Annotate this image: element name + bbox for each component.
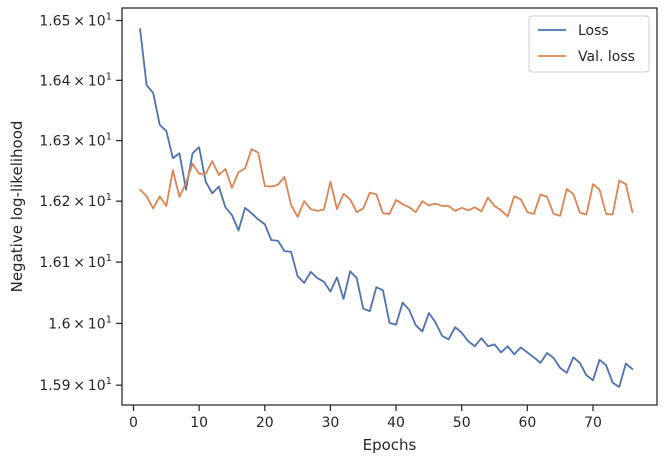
y-tick-label: 1.61 × 101 — [39, 253, 112, 271]
y-tick-label: 1.64 × 101 — [39, 71, 112, 89]
x-tick-label: 30 — [322, 415, 340, 431]
x-tick-label: 60 — [518, 415, 536, 431]
x-axis-ticks: 0 10 20 30 40 50 60 70 — [129, 405, 602, 431]
legend: Loss Val. loss — [528, 15, 650, 73]
plot-lines — [139, 27, 634, 388]
series-line-val-loss — [139, 148, 634, 218]
x-tick-label: 20 — [256, 415, 274, 431]
y-tick-label: 1.62 × 101 — [39, 192, 112, 210]
y-tick-label: 1.59 × 101 — [39, 376, 112, 394]
x-tick-label: 0 — [129, 415, 138, 431]
y-tick-label: 1.63 × 101 — [39, 132, 112, 150]
legend-label-val-loss: Val. loss — [578, 49, 635, 65]
x-tick-label: 40 — [387, 415, 405, 431]
y-tick-label: 1.6 × 101 — [48, 314, 112, 332]
x-axis-label: Epochs — [363, 436, 417, 454]
plot-frame — [121, 7, 658, 406]
y-axis-ticks: 1.59 × 101 1.6 × 101 1.61 × 101 1.62 × 101 1… — [39, 12, 122, 394]
x-tick-label: 50 — [453, 415, 471, 431]
y-axis-label: Negative log-likelihood — [8, 121, 26, 293]
legend-label-loss: Loss — [578, 23, 609, 39]
y-tick-label: 1.65 × 101 — [39, 12, 112, 30]
x-tick-label: 10 — [190, 415, 208, 431]
series-line-loss — [139, 27, 634, 388]
x-tick-label: 70 — [584, 415, 602, 431]
